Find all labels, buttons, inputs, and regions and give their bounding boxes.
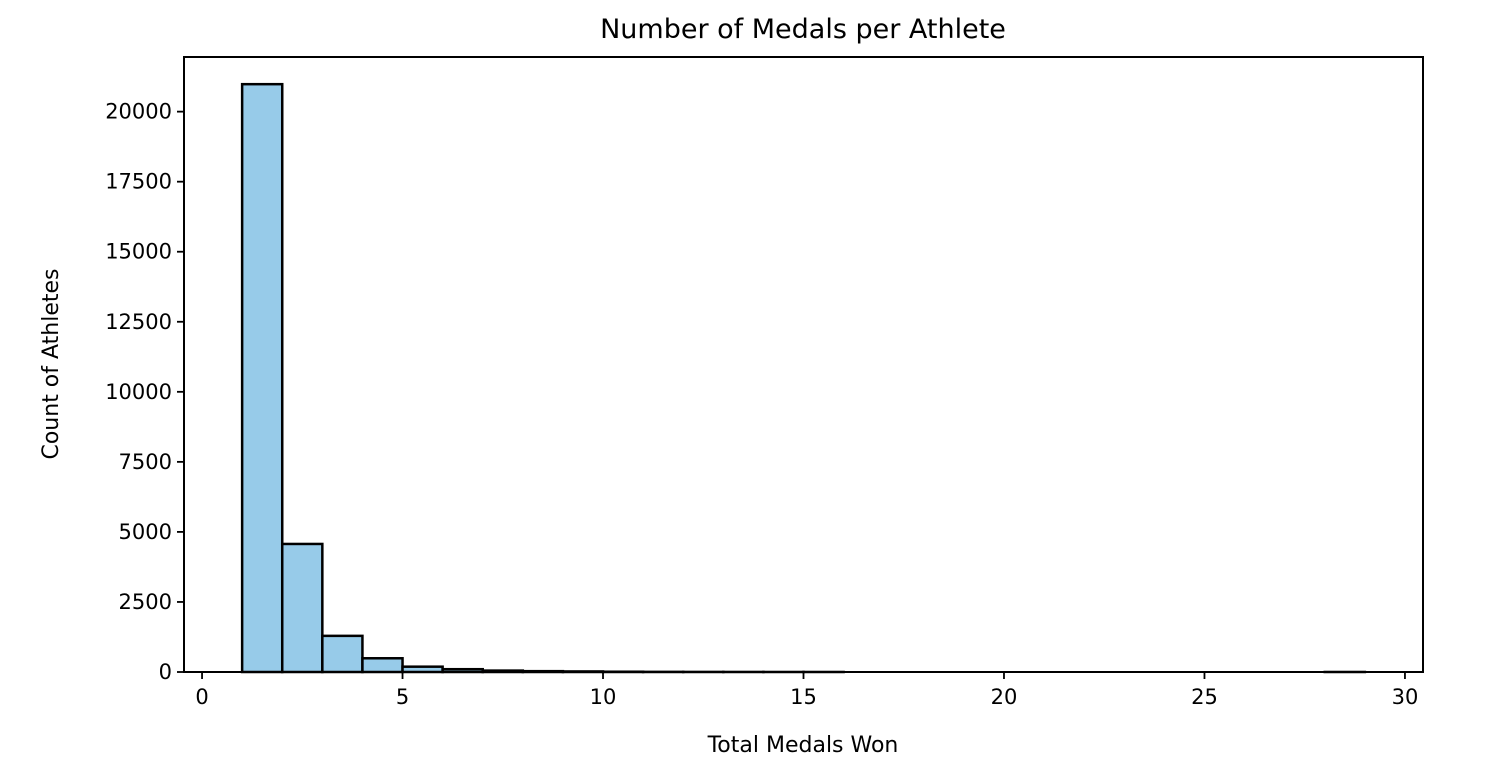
y-tick-label: 17500 xyxy=(105,170,172,194)
y-tick-label: 5000 xyxy=(119,520,172,544)
y-tick-label: 0 xyxy=(159,660,172,684)
y-tick-label: 15000 xyxy=(105,240,172,264)
x-tick-label: 25 xyxy=(1191,685,1218,709)
histogram-bar xyxy=(321,634,364,674)
x-tick-label: 30 xyxy=(1392,685,1419,709)
chart-title: Number of Medals per Athlete xyxy=(600,14,1006,45)
x-axis: 0 5 10 15 20 25 30 xyxy=(195,672,1418,709)
y-tick-label: 2500 xyxy=(119,590,172,614)
histogram-bar xyxy=(361,657,404,674)
y-tick-label: 20000 xyxy=(105,100,172,124)
histogram-bar xyxy=(280,542,324,674)
x-tick-label: 15 xyxy=(790,685,817,709)
x-tick-label: 5 xyxy=(396,685,409,709)
y-tick-label: 7500 xyxy=(119,450,172,474)
bars-group xyxy=(240,82,1367,674)
y-tick-label: 12500 xyxy=(105,310,172,334)
y-axis-title: Count of Athletes xyxy=(39,268,64,459)
x-tick-label: 0 xyxy=(195,685,208,709)
x-axis-title: Total Medals Won xyxy=(707,733,899,758)
y-tick-label: 10000 xyxy=(105,380,172,404)
plot-frame xyxy=(183,56,1424,673)
y-axis: 0 2500 5000 7500 10000 12500 15000 17500 20000 xyxy=(105,100,184,684)
histogram-bar xyxy=(240,82,284,674)
x-tick-label: 10 xyxy=(590,685,617,709)
x-tick-label: 20 xyxy=(991,685,1018,709)
